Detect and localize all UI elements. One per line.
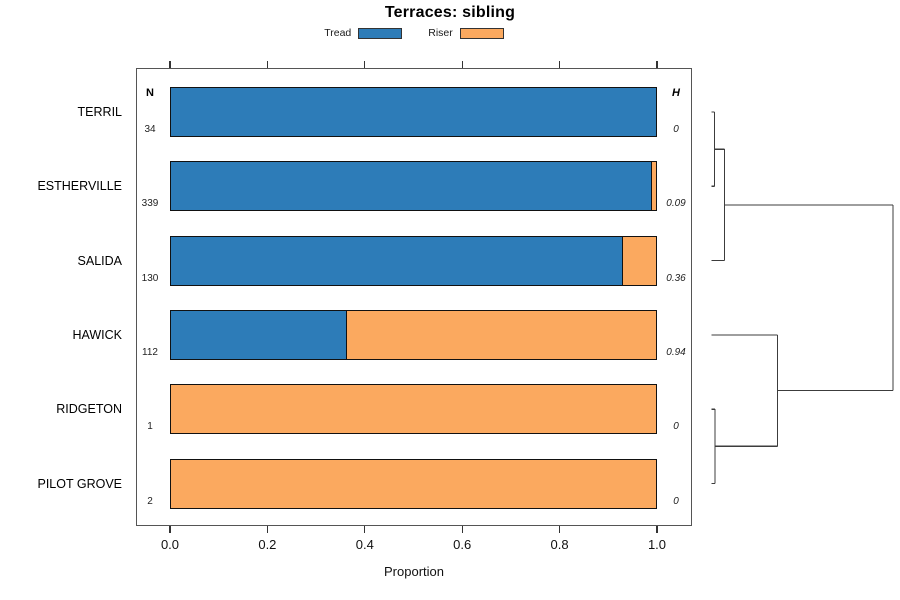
riser-segment: [651, 162, 656, 211]
tread-segment: [171, 88, 656, 136]
x-tick-top: [461, 61, 463, 68]
h-value-salida: 0.36: [666, 272, 686, 284]
riser-segment: [171, 459, 656, 508]
x-tick-label: 0.4: [355, 537, 374, 552]
tread-segment: [171, 162, 652, 211]
chart-title: Terraces: sibling: [384, 4, 516, 21]
category-label-salida: SALIDA: [77, 253, 122, 268]
n-column-header: N: [146, 87, 154, 99]
category-label-pilot-grove: PILOT GROVE: [37, 476, 122, 491]
tread-color-swatch: [358, 27, 403, 39]
riser-segment: [622, 236, 656, 285]
x-tick-bottom: [364, 526, 366, 533]
x-tick-top: [266, 61, 268, 68]
x-tick-top: [169, 61, 171, 68]
legend: Tread Riser: [136, 26, 692, 40]
tread-segment: [171, 310, 346, 359]
category-label-ridgeton: RIDGETON: [56, 402, 122, 417]
legend-item-riser: Riser: [428, 27, 504, 39]
x-axis-title: Proportion: [384, 564, 444, 579]
h-value-pilot-grove: 0: [673, 495, 679, 507]
riser-segment: [345, 310, 656, 359]
h-value-ridgeton: 0: [673, 421, 679, 433]
x-tick-bottom: [266, 526, 268, 533]
riser-segment: [171, 385, 656, 434]
h-value-terril: 0: [673, 124, 679, 135]
x-tick-top: [364, 61, 366, 68]
category-label-estherville: ESTHERVILLE: [37, 179, 122, 194]
x-tick-bottom: [169, 526, 171, 533]
riser-color-swatch: [459, 27, 504, 39]
plot-area-frame: [136, 68, 692, 526]
tread-segment: [171, 236, 623, 285]
x-tick-top: [559, 61, 561, 68]
x-tick-label: 1.0: [647, 537, 667, 552]
category-label-terril: TERRIL: [77, 105, 122, 119]
h-column-header: H: [672, 87, 680, 99]
stacked-bar-hawick: [170, 309, 657, 360]
n-value-salida: 130: [141, 272, 159, 284]
n-value-estherville: 339: [141, 198, 159, 210]
stacked-bar-pilot-grove: [170, 458, 657, 509]
x-tick-top: [656, 61, 658, 68]
x-tick-bottom: [461, 526, 463, 533]
stacked-bar-estherville: [170, 161, 657, 212]
x-tick-label: 0.8: [550, 537, 569, 552]
n-value-ridgeton: 1: [147, 421, 153, 433]
n-value-terril: 34: [144, 124, 156, 135]
legend-item-tread: Tread: [324, 27, 403, 39]
x-tick-label: 0.2: [258, 537, 277, 552]
category-label-hawick: HAWICK: [72, 327, 122, 342]
h-value-estherville: 0.09: [666, 198, 686, 210]
x-tick-label: 0.0: [160, 537, 180, 552]
h-value-hawick: 0.94: [666, 346, 686, 358]
stacked-bar-terril: [170, 87, 657, 137]
stacked-bar-salida: [170, 235, 657, 286]
legend-label-tread: Tread: [324, 27, 352, 39]
n-value-pilot-grove: 2: [147, 495, 153, 507]
n-value-hawick: 112: [142, 346, 158, 358]
x-tick-label: 0.6: [453, 537, 472, 552]
x-tick-bottom: [656, 526, 658, 533]
x-tick-bottom: [559, 526, 561, 533]
legend-label-riser: Riser: [428, 27, 453, 39]
stacked-bar-ridgeton: [170, 384, 657, 435]
